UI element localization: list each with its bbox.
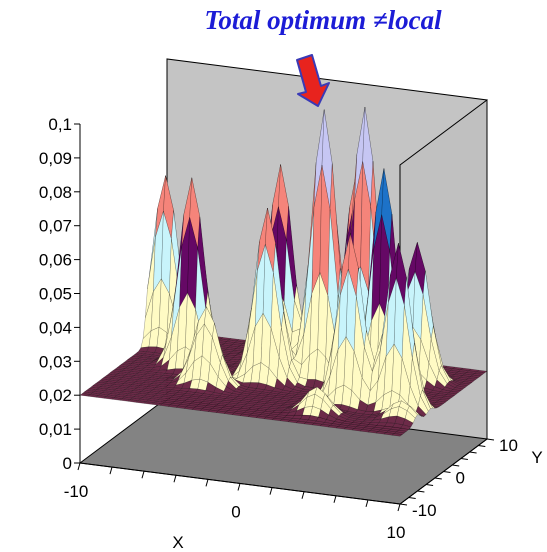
x-axis-label: X: [172, 533, 183, 552]
surface-cell: [391, 433, 403, 437]
x-tick-mark: [109, 466, 113, 475]
x-tick-mark: [365, 499, 369, 508]
y-tick-label: -10: [412, 501, 437, 520]
y-tick-mark: [426, 484, 434, 486]
axes: [74, 123, 495, 512]
arrow-shape: [296, 54, 330, 107]
y-tick-mark: [399, 503, 408, 506]
x-tick-mark: [333, 495, 337, 503]
y-tick-mark: [478, 445, 486, 447]
y-tick-label: 10: [499, 436, 518, 455]
z-axis-tick-labels: 0 0,01 0,02 0,03 0,04 0,05 0,06 0,07 0,08 0,09 0,1: [39, 115, 72, 473]
y-tick-mark: [452, 464, 460, 467]
z-tick-label: 0,02: [39, 386, 72, 405]
z-tick-label: 0,01: [39, 420, 72, 439]
z-tick-label: 0,03: [39, 352, 72, 371]
y-tick-mark: [443, 471, 451, 473]
x-tick-mark: [205, 479, 209, 487]
x-tick-label: 0: [231, 503, 240, 522]
z-tick-label: 0,06: [39, 251, 72, 270]
x-tick-mark: [77, 462, 81, 471]
z-tick-label: 0,09: [39, 149, 72, 168]
z-tick-label: 0,08: [39, 183, 72, 202]
x-tick-mark: [397, 503, 401, 512]
y-tick-mark: [486, 438, 495, 441]
y-axis-tick-labels: -10 0 10: [412, 436, 518, 520]
x-tick-mark: [301, 491, 305, 499]
y-tick-mark: [434, 477, 442, 480]
y-tick-mark: [469, 451, 477, 454]
x-tick-mark: [173, 475, 177, 483]
x-tick-mark: [237, 483, 241, 491]
x-tick-mark: [269, 487, 273, 495]
y-tick-mark: [408, 497, 416, 499]
z-tick-label: 0,04: [39, 318, 72, 337]
z-tick-label: 0,07: [39, 217, 72, 236]
y-tick-label: 0: [456, 469, 465, 488]
x-tick-mark: [141, 471, 145, 479]
down-arrow-icon: [296, 54, 330, 107]
x-axis-tick-labels: -10 0 10: [64, 482, 406, 542]
y-axis-label: Y: [531, 448, 542, 467]
y-tick-mark: [417, 490, 425, 493]
chart-title: Total optimum ≠local: [204, 5, 442, 35]
z-tick-label: 0: [63, 454, 72, 473]
surface-mesh: [79, 107, 488, 437]
x-tick-label: -10: [64, 482, 89, 501]
y-tick-mark: [460, 458, 468, 460]
x-tick-label: 10: [387, 523, 406, 542]
z-tick-label: 0,05: [39, 285, 72, 304]
z-tick-label: 0,1: [48, 115, 72, 134]
